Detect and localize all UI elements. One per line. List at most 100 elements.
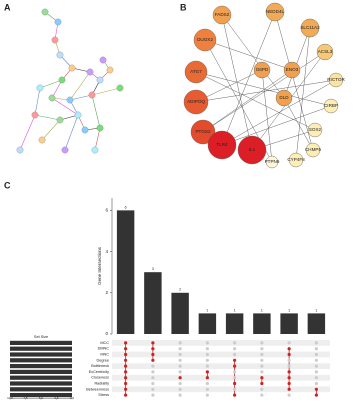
edge xyxy=(195,69,263,103)
edge xyxy=(41,119,61,141)
matrix-dot xyxy=(124,358,128,362)
node-label: DLD xyxy=(279,95,289,100)
node xyxy=(66,96,74,104)
node-label: RICTOR xyxy=(327,77,345,82)
matrix-dot xyxy=(287,393,291,397)
bar xyxy=(171,292,189,334)
bar xyxy=(198,313,217,334)
bar xyxy=(225,313,244,334)
y-tick-label: 6 xyxy=(105,208,108,213)
matrix-dot xyxy=(287,376,291,380)
node xyxy=(74,111,82,119)
node-label: ADIPOQ xyxy=(187,99,205,104)
matrix-dot xyxy=(124,376,128,380)
node-label: CHMP6 xyxy=(305,147,322,152)
matrix-stripe xyxy=(112,340,330,346)
matrix-dot xyxy=(287,364,291,368)
matrix-dot xyxy=(178,347,182,351)
node xyxy=(193,28,217,52)
matrix-dot xyxy=(314,376,318,380)
matrix-dot xyxy=(260,358,264,362)
matrix-dot xyxy=(287,352,291,357)
bar-label: 1 xyxy=(315,308,317,312)
matrix-dot xyxy=(314,352,318,357)
network-a xyxy=(16,8,124,154)
matrix-dot xyxy=(151,370,155,374)
network-b: FADS2 NEDD4L SLC11A2 DUOX2 ACSL3 ATG7 RICTOR G6… xyxy=(183,2,345,169)
matrix-dot xyxy=(233,381,237,386)
set-label: MNC xyxy=(100,353,109,357)
x-tick-label: 0.0 xyxy=(70,396,75,400)
matrix-dot xyxy=(287,370,291,374)
matrix-dot xyxy=(205,352,209,357)
node xyxy=(16,146,24,154)
x-tick-label: 5.0 xyxy=(39,396,44,400)
edge xyxy=(221,11,276,146)
matrix-dot xyxy=(314,364,318,368)
node xyxy=(99,56,107,64)
edge xyxy=(202,51,326,133)
node-label: ACSL3 xyxy=(318,49,333,54)
matrix-dot xyxy=(205,381,209,386)
matrix-dot xyxy=(233,341,237,345)
matrix-dot xyxy=(287,358,291,362)
node xyxy=(265,2,285,22)
matrix-dot xyxy=(260,393,264,397)
matrix-dot xyxy=(205,370,209,374)
node xyxy=(41,8,49,16)
set-size-bar xyxy=(10,364,72,369)
set-label: Closeness xyxy=(91,376,109,380)
bar-label: 1 xyxy=(288,308,290,312)
node-label: PTGS2 xyxy=(195,129,211,134)
node xyxy=(36,84,44,92)
edge xyxy=(221,79,337,146)
node-label: G6PD xyxy=(256,67,269,72)
node xyxy=(212,5,232,25)
node-label: ATG7 xyxy=(190,69,202,74)
matrix-dot xyxy=(178,376,182,380)
set-label: DMNC xyxy=(98,347,110,351)
matrix-dot xyxy=(124,364,128,368)
node xyxy=(275,89,293,107)
bar-label: 2 xyxy=(179,288,181,292)
matrix-dot xyxy=(178,381,182,386)
bar-label: 6 xyxy=(125,205,127,209)
matrix-dot xyxy=(151,364,155,368)
bar-label: 1 xyxy=(234,308,236,312)
matrix-dot xyxy=(233,364,237,368)
set-size-bar xyxy=(10,393,72,398)
edge xyxy=(39,79,63,89)
matrix-dot xyxy=(124,393,128,397)
node xyxy=(183,89,209,115)
node-label: FADS2 xyxy=(215,12,230,17)
matrix-dot xyxy=(260,381,264,386)
node xyxy=(323,98,339,114)
matrix-dot xyxy=(287,387,291,391)
node xyxy=(38,136,46,144)
matrix-stripe xyxy=(112,386,330,393)
matrix-dot xyxy=(124,347,128,351)
matrix-dot xyxy=(178,387,182,391)
node-label: SOX2 xyxy=(309,127,322,132)
node xyxy=(116,84,124,92)
matrix-dot xyxy=(124,370,128,374)
matrix-dot xyxy=(233,376,237,380)
matrix-dot xyxy=(260,347,264,351)
set-label: EcCentricity xyxy=(89,370,109,374)
node xyxy=(316,43,334,61)
bar xyxy=(144,272,162,334)
matrix-dot xyxy=(233,387,237,391)
matrix-dot xyxy=(260,364,264,368)
bar xyxy=(253,313,271,334)
matrix-dot xyxy=(151,347,155,351)
edge xyxy=(69,94,93,101)
node xyxy=(307,122,323,138)
node-label: CYP4F8 xyxy=(287,157,305,162)
edge xyxy=(195,79,337,103)
set-size-bar xyxy=(10,387,72,392)
bar xyxy=(280,313,298,334)
matrix-stripe xyxy=(112,351,330,358)
matrix-dot xyxy=(205,393,209,397)
matrix-dot xyxy=(314,347,318,351)
